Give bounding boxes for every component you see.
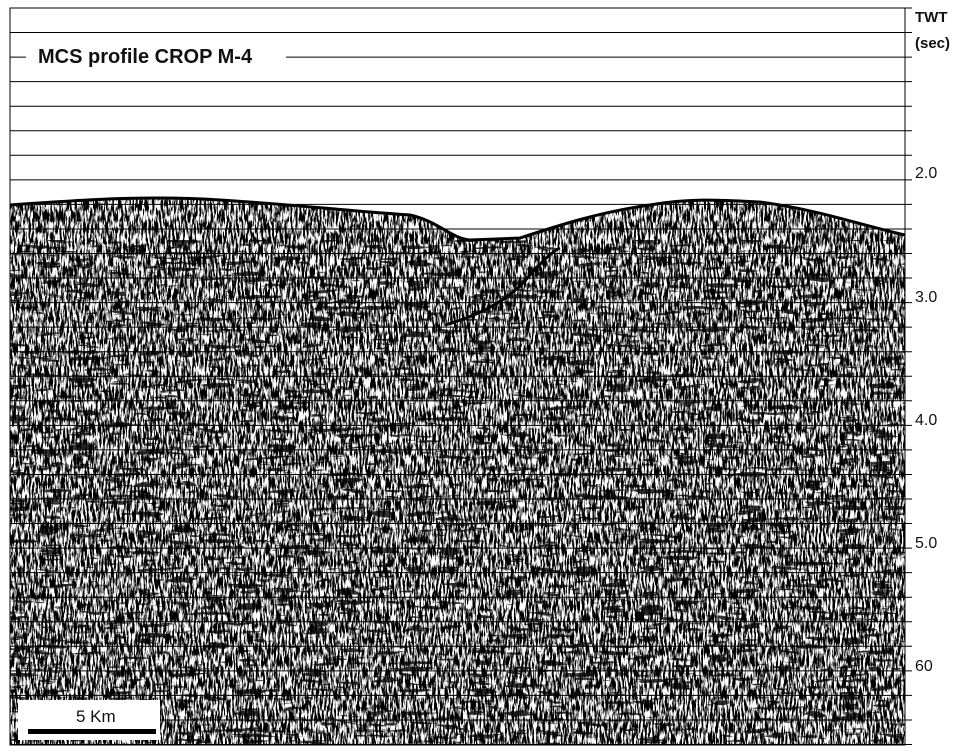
time-label: 5.0 xyxy=(915,535,937,552)
scale-label: 5 Km xyxy=(76,707,116,726)
frame xyxy=(9,7,906,746)
time-label: 2.0 xyxy=(915,165,937,182)
scale-bar xyxy=(28,729,156,734)
seismic-section xyxy=(10,197,905,745)
seafloor-reflector xyxy=(9,196,906,242)
time-label: 4.0 xyxy=(915,412,937,429)
axis-title: TWT xyxy=(915,9,947,26)
axis-title: (sec) xyxy=(915,35,950,52)
title-backdrop xyxy=(26,40,286,70)
time-label: 60 xyxy=(915,658,933,675)
figure-title: MCS profile CROP M-4 xyxy=(38,46,253,68)
time-label: 3.0 xyxy=(915,289,937,306)
